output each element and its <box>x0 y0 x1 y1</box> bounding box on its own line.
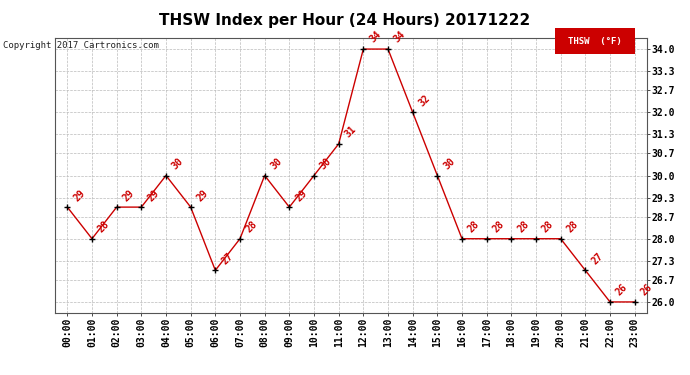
Text: 30: 30 <box>442 156 457 171</box>
Text: 28: 28 <box>244 219 259 234</box>
Text: 31: 31 <box>343 124 358 140</box>
Text: 30: 30 <box>269 156 284 171</box>
Text: 29: 29 <box>121 188 136 203</box>
Text: 30: 30 <box>318 156 333 171</box>
Text: Copyright 2017 Cartronics.com: Copyright 2017 Cartronics.com <box>3 41 159 50</box>
Text: 26: 26 <box>639 282 654 298</box>
Text: 28: 28 <box>466 219 482 234</box>
Text: 27: 27 <box>589 251 605 266</box>
Text: 27: 27 <box>219 251 235 266</box>
Text: 32: 32 <box>417 93 432 108</box>
Text: 28: 28 <box>515 219 531 234</box>
Text: 29: 29 <box>72 188 87 203</box>
Text: 34: 34 <box>392 30 408 45</box>
Text: 28: 28 <box>540 219 555 234</box>
Text: 26: 26 <box>614 282 629 298</box>
Text: 29: 29 <box>195 188 210 203</box>
Text: THSW  (°F): THSW (°F) <box>569 37 622 46</box>
Text: 28: 28 <box>565 219 580 234</box>
Text: 28: 28 <box>96 219 112 234</box>
Text: 28: 28 <box>491 219 506 234</box>
Text: 30: 30 <box>170 156 186 171</box>
Text: THSW Index per Hour (24 Hours) 20171222: THSW Index per Hour (24 Hours) 20171222 <box>159 13 531 28</box>
Text: 29: 29 <box>146 188 161 203</box>
Text: 29: 29 <box>293 188 309 203</box>
Text: 34: 34 <box>368 30 383 45</box>
